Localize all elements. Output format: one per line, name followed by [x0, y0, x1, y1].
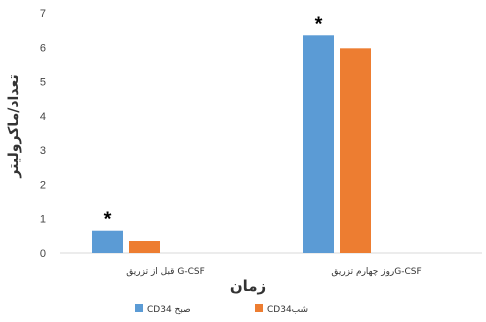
legend-swatch	[135, 304, 143, 312]
y-tick-label: 2	[40, 179, 46, 191]
bar-series-2-category-2	[340, 48, 371, 253]
y-tick-label: 5	[40, 77, 46, 89]
significance-markers: **	[104, 13, 323, 230]
y-tick-label: 0	[40, 248, 46, 260]
legend-label: CD34 صبح	[147, 305, 191, 315]
y-tick-label: 7	[40, 8, 46, 20]
x-category-label: روز چهارم تزریقG-CSF	[331, 267, 421, 277]
y-tick-label: 3	[40, 145, 46, 157]
legend: CD34 صبح CD34شب	[135, 304, 308, 315]
significance-star: *	[104, 209, 112, 231]
significance-star: *	[315, 13, 323, 35]
bar-series-1-category-1	[92, 230, 123, 253]
y-tick-label: 6	[40, 42, 46, 54]
bar-series-1-category-2	[303, 35, 334, 254]
x-axis-category-labels: قبل از تزریق G-CSF روز چهارم تزریقG-CSF	[126, 267, 421, 277]
y-axis-title: تعداد/ماکرولیتر	[6, 74, 22, 178]
x-category-label: قبل از تزریق G-CSF	[126, 267, 205, 277]
bars	[92, 35, 371, 254]
bar-series-2-category-1	[129, 241, 160, 253]
x-axis-title: زمان	[230, 277, 266, 295]
y-tick-label: 4	[40, 111, 46, 123]
legend-swatch	[255, 304, 263, 312]
y-axis-ticks: 0 1 2 3 4 5 6 7	[40, 8, 46, 260]
legend-label: CD34شب	[267, 305, 308, 315]
y-tick-label: 1	[40, 214, 46, 226]
